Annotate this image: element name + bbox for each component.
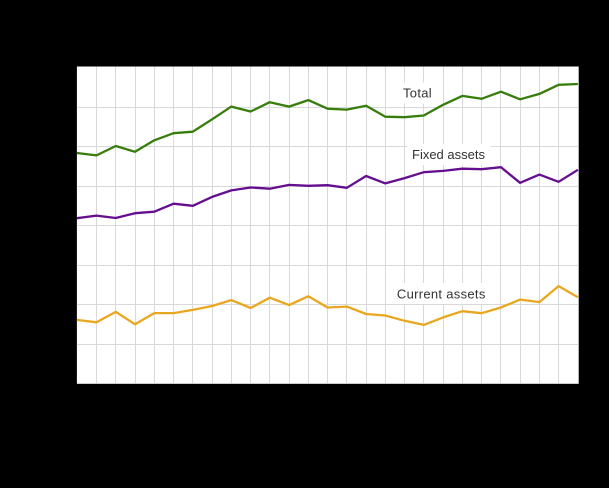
svg-text:Fixed assets: Fixed assets xyxy=(412,147,485,162)
svg-text:Current assets: Current assets xyxy=(397,286,486,301)
svg-text:Total: Total xyxy=(403,85,432,100)
